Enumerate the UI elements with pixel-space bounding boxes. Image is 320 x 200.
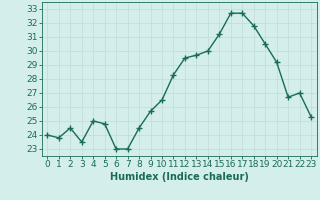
X-axis label: Humidex (Indice chaleur): Humidex (Indice chaleur) [110,172,249,182]
